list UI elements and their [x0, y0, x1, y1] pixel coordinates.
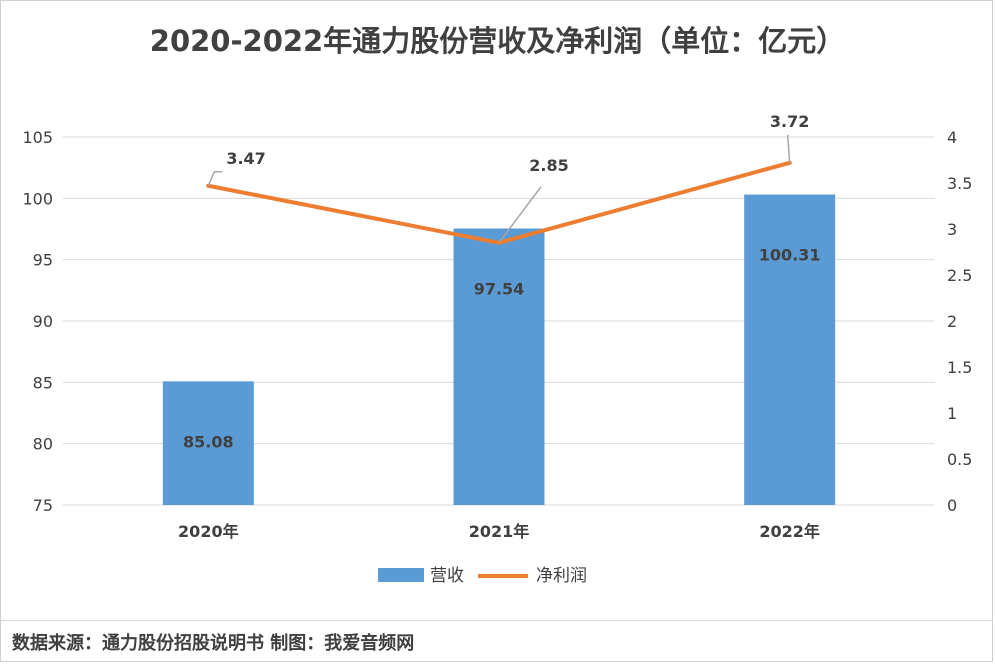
y-right-tick-label: 2	[947, 312, 957, 331]
leader-line	[498, 186, 542, 244]
leader-line	[207, 171, 223, 187]
y-right-tick-label: 3	[947, 220, 957, 239]
y-right-tick-label: 4	[947, 128, 957, 147]
legend-swatch-bar	[378, 568, 424, 582]
x-tick-label: 2021年	[469, 522, 530, 541]
bar	[744, 194, 836, 505]
axes: 75 80 85 90 95 100 105 0 0.5 1 1.5 2 2.5 3 3.5 4 2020年 20…	[22, 128, 972, 541]
bar-data-label: 97.54	[474, 280, 525, 299]
line-data-label: 3.47	[226, 149, 265, 168]
data-labels: 85.08 97.54 100.31 3.47 2.85 3.72	[183, 112, 821, 452]
legend: 营收 净利润	[378, 566, 587, 586]
line-data-label: 3.72	[770, 112, 809, 131]
legend-label-bar: 营收	[430, 566, 464, 586]
y-left-tick-label: 80	[33, 435, 53, 454]
y-left-tick-label: 85	[33, 373, 53, 392]
y-left-tick-label: 95	[33, 251, 53, 270]
y-right-tick-label: 0.5	[947, 450, 972, 469]
y-left-tick-label: 90	[33, 312, 53, 331]
bar	[453, 228, 545, 505]
bars	[162, 194, 836, 505]
x-tick-label: 2022年	[759, 522, 820, 541]
footer-divider	[0, 620, 993, 621]
footer-source: 数据来源：通力股份招股说明书 制图：我爱音频网	[12, 633, 415, 654]
y-left-tick-label: 75	[33, 496, 53, 515]
x-tick-label: 2020年	[178, 522, 239, 541]
bar	[162, 381, 254, 505]
y-left-tick-label: 100	[22, 189, 53, 208]
chart-title: 2020-2022年通力股份营收及净利润（单位：亿元）	[149, 24, 846, 58]
leader-line	[786, 134, 791, 163]
y-left-tick-label: 105	[22, 128, 53, 147]
bar-data-label: 100.31	[759, 246, 821, 265]
y-right-tick-label: 1	[947, 404, 957, 423]
y-right-tick-label: 2.5	[947, 266, 972, 285]
y-right-tick-label: 3.5	[947, 174, 972, 193]
line-data-label: 2.85	[529, 156, 568, 175]
bar-data-label: 85.08	[183, 432, 234, 451]
y-right-tick-label: 1.5	[947, 358, 972, 377]
legend-label-line: 净利润	[536, 566, 587, 586]
y-right-tick-label: 0	[947, 496, 957, 515]
